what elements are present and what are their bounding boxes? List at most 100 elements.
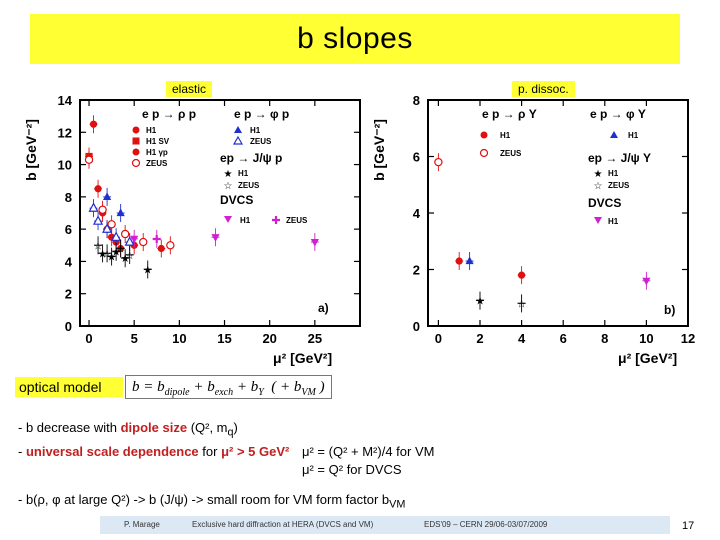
- bullet-2-mid: for: [198, 444, 222, 459]
- marker: [94, 185, 102, 193]
- marker: [455, 257, 463, 265]
- legend-b-jpsi-zeus: ZEUS: [608, 181, 630, 190]
- marker: ☆: [125, 250, 135, 262]
- bullet-dipole-size: - b decrease with dipole size (Q², mq): [18, 420, 238, 439]
- legend-b-dvcs-h1: H1: [608, 217, 619, 226]
- legend-b-zeus: ZEUS: [500, 149, 522, 158]
- legend-b-jpsi-zeus-marker: ☆: [594, 181, 603, 192]
- legend-b-h1-marker: [480, 131, 488, 139]
- xtick-label: 0: [85, 331, 92, 346]
- legend-a-jpsi-zeus: ZEUS: [238, 181, 260, 190]
- optical-model-formula: b = bdipole + bexch + bY ( + bVM ): [125, 375, 332, 399]
- legend-a-h1sv: H1 SV: [146, 137, 170, 146]
- data-point: [107, 215, 116, 234]
- ytick-label: 0: [413, 319, 420, 334]
- marker: [116, 208, 125, 217]
- ytick-label: 6: [65, 222, 72, 237]
- legend-b-dvcs-h1-marker: [594, 217, 602, 224]
- xtick-label: 12: [681, 331, 695, 346]
- data-point: [130, 229, 139, 248]
- xtick-label: 8: [601, 331, 608, 346]
- marker: [211, 234, 220, 242]
- legend-b-phi-title: e p → φ Y: [590, 107, 646, 121]
- data-point: [434, 153, 443, 172]
- plot-b-ylabel: b [GeV⁻²]: [371, 119, 387, 181]
- footer-bar: P. Marage Exclusive hard diffraction at …: [100, 516, 670, 534]
- data-point: [642, 271, 651, 290]
- data-point: [84, 150, 94, 169]
- legend-a-dvcs-zeus: ZEUS: [286, 216, 308, 225]
- bullet-1-highlight: dipole size: [120, 420, 188, 435]
- bullet-1-end: ): [233, 420, 238, 435]
- marker: ☆: [93, 240, 103, 252]
- legend-a-h1gp-marker: [132, 148, 140, 156]
- footer-talk: Exclusive hard diffraction at HERA (DVCS…: [192, 520, 374, 529]
- data-point: [211, 228, 220, 247]
- data-point: [88, 199, 99, 218]
- data-point: ☆: [116, 239, 126, 258]
- legend-b-phi-h1-marker: [610, 131, 618, 138]
- mu-definition-dvcs: μ² = Q² for DVCS: [302, 462, 402, 477]
- bullet-3-sub: VM: [389, 498, 406, 511]
- bullet-2-highlight-2: μ² > 5 GeV²: [221, 444, 290, 459]
- legend-a-phi-zeus-marker: [232, 135, 244, 145]
- ytick-label: 2: [413, 263, 420, 278]
- marker: [111, 231, 122, 241]
- plot-b-letter: b): [664, 303, 675, 317]
- plot-b-xlabel: μ² [GeV²]: [618, 350, 677, 366]
- legend-b-jpsi-title: ep → J/ψ Y: [588, 151, 651, 165]
- legend-a-dvcs-h1-marker: [224, 216, 232, 223]
- legend-a-jpsi-title: ep → J/ψ p: [220, 151, 282, 165]
- marker: ★: [107, 252, 117, 264]
- data-point: [101, 220, 113, 239]
- page-number: 17: [682, 520, 695, 532]
- legend-b-phi-h1: H1: [628, 131, 639, 140]
- data-point: ★: [475, 291, 485, 310]
- data-point: [124, 233, 135, 252]
- ytick-label: 10: [58, 158, 72, 173]
- marker: [166, 241, 175, 250]
- legend-b-h1: H1: [500, 131, 511, 140]
- data-point: [120, 224, 130, 243]
- bullet-2-text: -: [18, 444, 26, 459]
- data-point: [94, 179, 103, 198]
- data-point: [166, 236, 175, 255]
- bullet-1-text: - b decrease with: [18, 420, 121, 435]
- marker: [88, 202, 99, 212]
- plot-b: b [GeV⁻²] 0 2 4 6 8 0 2 4 6 8 10 12 e p → ρ Y e p …: [371, 93, 695, 366]
- footer-conference: EDS'09 – CERN 29/06-03/07/2009: [424, 520, 548, 529]
- data-point: [310, 233, 319, 252]
- plot-a-letter: a): [318, 301, 329, 315]
- xtick-label: 5: [131, 331, 138, 346]
- xtick-label: 15: [217, 331, 231, 346]
- ytick-label: 12: [58, 125, 72, 140]
- xtick-label: 6: [560, 331, 567, 346]
- legend-a-rho-title: e p → ρ p: [142, 107, 196, 121]
- bullet-2-highlight: universal scale dependence: [25, 444, 199, 459]
- legend-a-jpsi-zeus-marker: ☆: [224, 181, 233, 192]
- data-point: ✚: [152, 229, 161, 248]
- xtick-label: 20: [262, 331, 276, 346]
- marker: [465, 256, 474, 265]
- plot-b-frame: [427, 99, 689, 327]
- data-point: ☆: [93, 236, 103, 255]
- marker: ☆: [116, 244, 126, 256]
- marker: [89, 120, 98, 128]
- marker: [107, 220, 116, 229]
- legend-a-phi-title: e p → φ p: [234, 107, 289, 121]
- legend-a-jpsi-h1: H1: [238, 169, 249, 178]
- data-point: [89, 115, 98, 134]
- marker: [642, 277, 651, 286]
- xtick-label: 2: [476, 331, 483, 346]
- legend-a-phi-zeus: ZEUS: [250, 137, 272, 146]
- data-point: [517, 266, 526, 285]
- ytick-label: 14: [58, 93, 73, 108]
- marker: [130, 235, 139, 244]
- legend-a-jpsi-h1-marker: ★: [224, 169, 233, 180]
- data-point: ★: [143, 260, 153, 279]
- data-point: [116, 204, 125, 222]
- title-bar: b slopes: [30, 14, 680, 64]
- data-point: ☆: [125, 245, 135, 264]
- marker: [84, 155, 94, 164]
- data-point: ★: [111, 242, 121, 261]
